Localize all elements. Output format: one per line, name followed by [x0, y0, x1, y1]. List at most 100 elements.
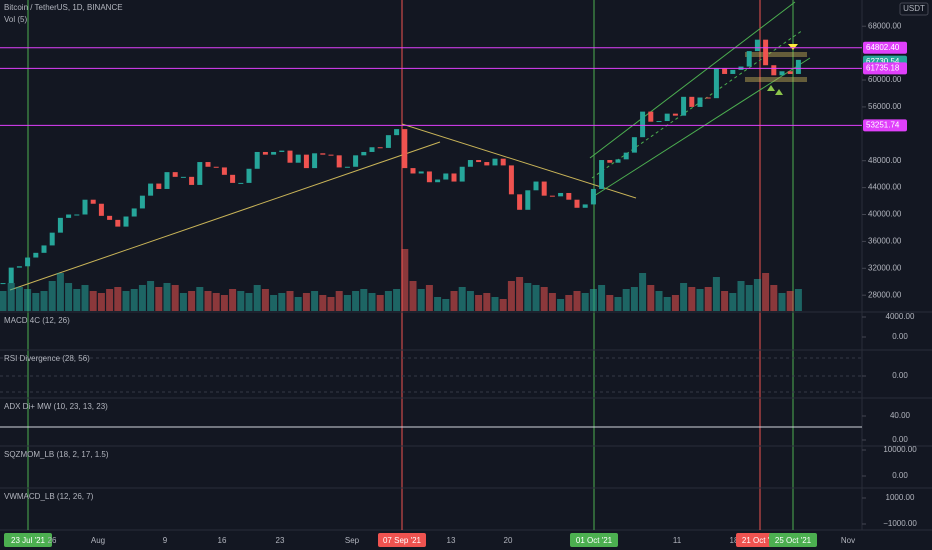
- channel-line: [589, 1, 796, 159]
- candle: [476, 160, 482, 163]
- candle: [303, 154, 309, 169]
- panel-label: VWMACD_LB (12, 26, 7): [4, 492, 94, 501]
- candle: [8, 267, 14, 284]
- candle: [754, 39, 760, 52]
- candle: [336, 155, 342, 168]
- currency-box: [899, 2, 929, 16]
- candle: [508, 165, 514, 195]
- volume-bar: [40, 291, 48, 311]
- candle: [115, 219, 121, 227]
- volume-bar: [532, 285, 540, 311]
- candle: [517, 194, 523, 210]
- chart-title: Bitcoin / TetherUS, 1D, BINANCE: [4, 3, 123, 12]
- volume-bar: [614, 297, 622, 311]
- candle: [623, 152, 629, 160]
- x-tick-label: 01 Oct '21: [576, 536, 613, 545]
- candle: [287, 150, 293, 163]
- y-tick-label: 68000.00: [868, 21, 902, 30]
- candle: [435, 179, 441, 183]
- zone: [745, 52, 807, 57]
- candle: [697, 97, 703, 107]
- candle: [131, 208, 137, 217]
- volume-bar: [491, 297, 499, 311]
- volume-bar: [688, 287, 696, 311]
- volume-bar: [483, 293, 491, 311]
- volume-bar: [196, 287, 204, 311]
- volume-bar: [237, 291, 245, 311]
- level-tag: [863, 62, 907, 75]
- candle: [500, 158, 506, 166]
- trend-line: [401, 123, 637, 199]
- volume-bar: [499, 299, 507, 311]
- candle: [525, 190, 531, 210]
- volume-bar: [524, 283, 532, 311]
- volume-bar: [639, 273, 647, 311]
- candle: [361, 151, 367, 156]
- volume-bar: [573, 291, 581, 311]
- volume-bar: [360, 289, 368, 311]
- candle: [25, 257, 31, 267]
- candle: [205, 162, 211, 167]
- candle: [90, 199, 96, 204]
- volume-bar: [680, 283, 688, 311]
- volume-bar: [434, 297, 442, 311]
- volume-bar: [89, 291, 97, 311]
- y-tick-label: 28000.00: [868, 290, 902, 299]
- candle: [213, 166, 219, 168]
- volume-bar: [425, 285, 433, 311]
- volume-bar: [475, 295, 483, 311]
- volume-bar: [598, 285, 606, 311]
- volume-bar: [737, 281, 745, 311]
- candle: [139, 195, 145, 209]
- candle: [467, 160, 473, 167]
- channel-line: [593, 57, 811, 197]
- volume-bar: [32, 293, 40, 311]
- candle: [582, 204, 588, 208]
- volume-label: Vol (5): [4, 15, 27, 24]
- candle: [197, 162, 203, 185]
- candle: [492, 158, 498, 166]
- volume-bar: [327, 297, 335, 311]
- currency: USDT: [903, 4, 925, 13]
- event-lines: [27, 0, 794, 530]
- volume-bar: [630, 287, 638, 311]
- signal: [767, 85, 775, 91]
- volume-bar: [376, 295, 384, 311]
- y-tick-label: 0.00: [892, 371, 908, 380]
- volume-bar: [589, 289, 597, 311]
- y-tick-label: 60000.00: [868, 75, 902, 84]
- volume-bar: [516, 277, 524, 311]
- candle: [254, 151, 260, 169]
- candle: [238, 182, 244, 184]
- volume-bar: [81, 285, 89, 311]
- volume-bar: [540, 287, 548, 311]
- x-tick-label: 26: [48, 536, 57, 545]
- volume-bar: [778, 293, 786, 311]
- signal: [775, 89, 783, 95]
- candle: [763, 39, 769, 66]
- candle: [795, 59, 801, 74]
- x-tick-label: 23: [276, 536, 285, 545]
- candle: [172, 172, 178, 177]
- volume-bar: [663, 297, 671, 311]
- candle: [771, 65, 777, 76]
- y-tick-label: 40.00: [890, 411, 911, 420]
- volume-bar: [65, 283, 73, 311]
- volume-bar: [24, 289, 32, 311]
- volume-bar: [311, 291, 319, 311]
- volume-bar: [48, 281, 56, 311]
- candle: [418, 171, 424, 174]
- volume-bar: [253, 285, 261, 311]
- candle: [443, 173, 449, 180]
- volume-bar: [450, 291, 458, 311]
- candle: [656, 121, 662, 123]
- candle: [148, 183, 154, 196]
- level-label: 53251.74: [866, 121, 900, 130]
- candle: [681, 96, 687, 116]
- volume-bar: [507, 281, 515, 311]
- volume-bar: [384, 291, 392, 311]
- x-tick-label: 23 Jul '21: [11, 536, 46, 545]
- candle: [631, 137, 637, 153]
- volume-bar: [401, 249, 409, 311]
- candle: [574, 199, 580, 208]
